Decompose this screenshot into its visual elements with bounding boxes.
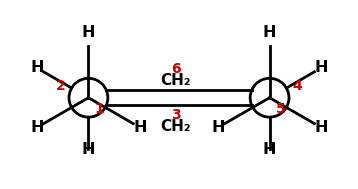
Text: H: H	[263, 142, 276, 157]
Text: CH₂: CH₂	[160, 119, 191, 134]
Text: H: H	[211, 120, 225, 135]
Text: H: H	[82, 142, 95, 157]
Text: H: H	[263, 25, 276, 40]
Text: H: H	[30, 60, 44, 75]
Text: 3: 3	[171, 108, 180, 122]
Text: 4: 4	[292, 79, 302, 93]
Text: 1: 1	[95, 102, 105, 116]
Text: H: H	[30, 120, 44, 135]
Text: 2: 2	[56, 79, 66, 93]
Text: 5: 5	[276, 102, 286, 116]
Text: 6: 6	[171, 62, 180, 76]
Text: H: H	[314, 60, 328, 75]
Text: CH₂: CH₂	[160, 73, 191, 88]
Text: H: H	[82, 25, 95, 40]
Text: H: H	[314, 120, 328, 135]
Text: H: H	[133, 120, 147, 135]
